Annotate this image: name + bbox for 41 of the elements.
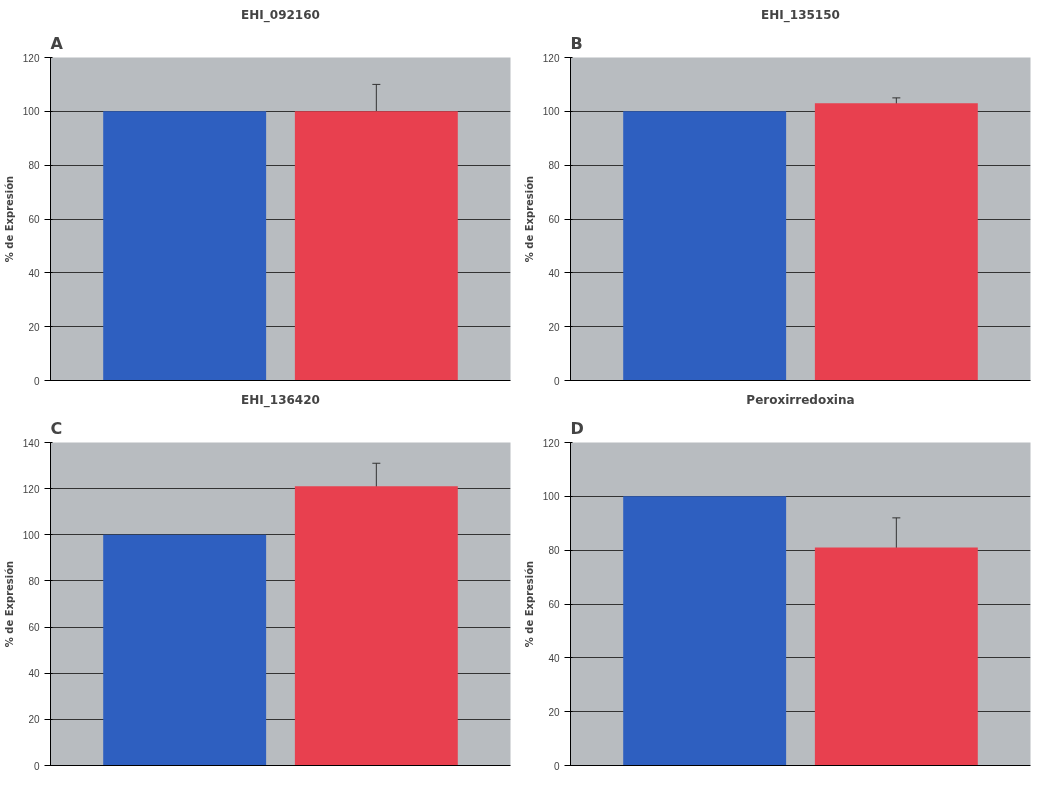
y-axis-title: % de Expresión	[523, 175, 535, 263]
text: C	[50, 418, 63, 438]
text: B	[570, 33, 583, 53]
y-axis-title: % de Expresión	[3, 560, 15, 648]
y-tick-label: 80	[28, 160, 40, 172]
y-tick-label: 40	[548, 652, 560, 664]
y-tick-label: 60	[28, 214, 40, 225]
y-tick-label: 140	[22, 437, 40, 449]
y-tick-label: 20	[28, 714, 40, 726]
y-tick-label: 80	[548, 160, 560, 172]
y-tick-label: 100	[542, 491, 560, 503]
text: A	[50, 33, 64, 53]
y-axis-title: % de Expresión	[523, 560, 535, 648]
y-tick-label: 80	[28, 575, 40, 587]
y-tick-label: 120	[542, 52, 560, 64]
y-tick-label: 40	[28, 267, 40, 279]
y-tick-label: 80	[548, 545, 560, 557]
y-tick-label: 100	[22, 529, 40, 541]
chart-title: EHI_136420	[241, 392, 320, 408]
y-tick-label: 120	[22, 52, 40, 64]
y-tick-label: 20	[548, 706, 560, 718]
y-tick-label: 20	[548, 321, 560, 333]
y-axis-title: % de Expresión	[3, 175, 15, 263]
text: D	[570, 418, 584, 438]
y-tick-label: 100	[542, 106, 560, 118]
y-tick-label: 40	[28, 668, 40, 680]
chart-title: Peroxirredoxina	[746, 392, 855, 407]
y-tick-label: 0	[33, 375, 40, 387]
y-tick-label: 40	[548, 267, 560, 279]
y-tick-label: 120	[542, 437, 560, 449]
chart-title: EHI_092160	[241, 7, 320, 23]
chart-title: EHI_135150	[761, 7, 840, 23]
y-tick-label: 60	[548, 599, 560, 610]
y-tick-label: 0	[33, 760, 40, 772]
y-tick-label: 20	[28, 321, 40, 333]
y-tick-label: 100	[22, 106, 40, 118]
y-tick-label: 120	[22, 483, 40, 495]
y-tick-label: 0	[553, 375, 560, 387]
y-tick-label: 60	[28, 622, 40, 634]
y-tick-label: 60	[548, 214, 560, 225]
y-tick-label: 0	[553, 760, 560, 772]
